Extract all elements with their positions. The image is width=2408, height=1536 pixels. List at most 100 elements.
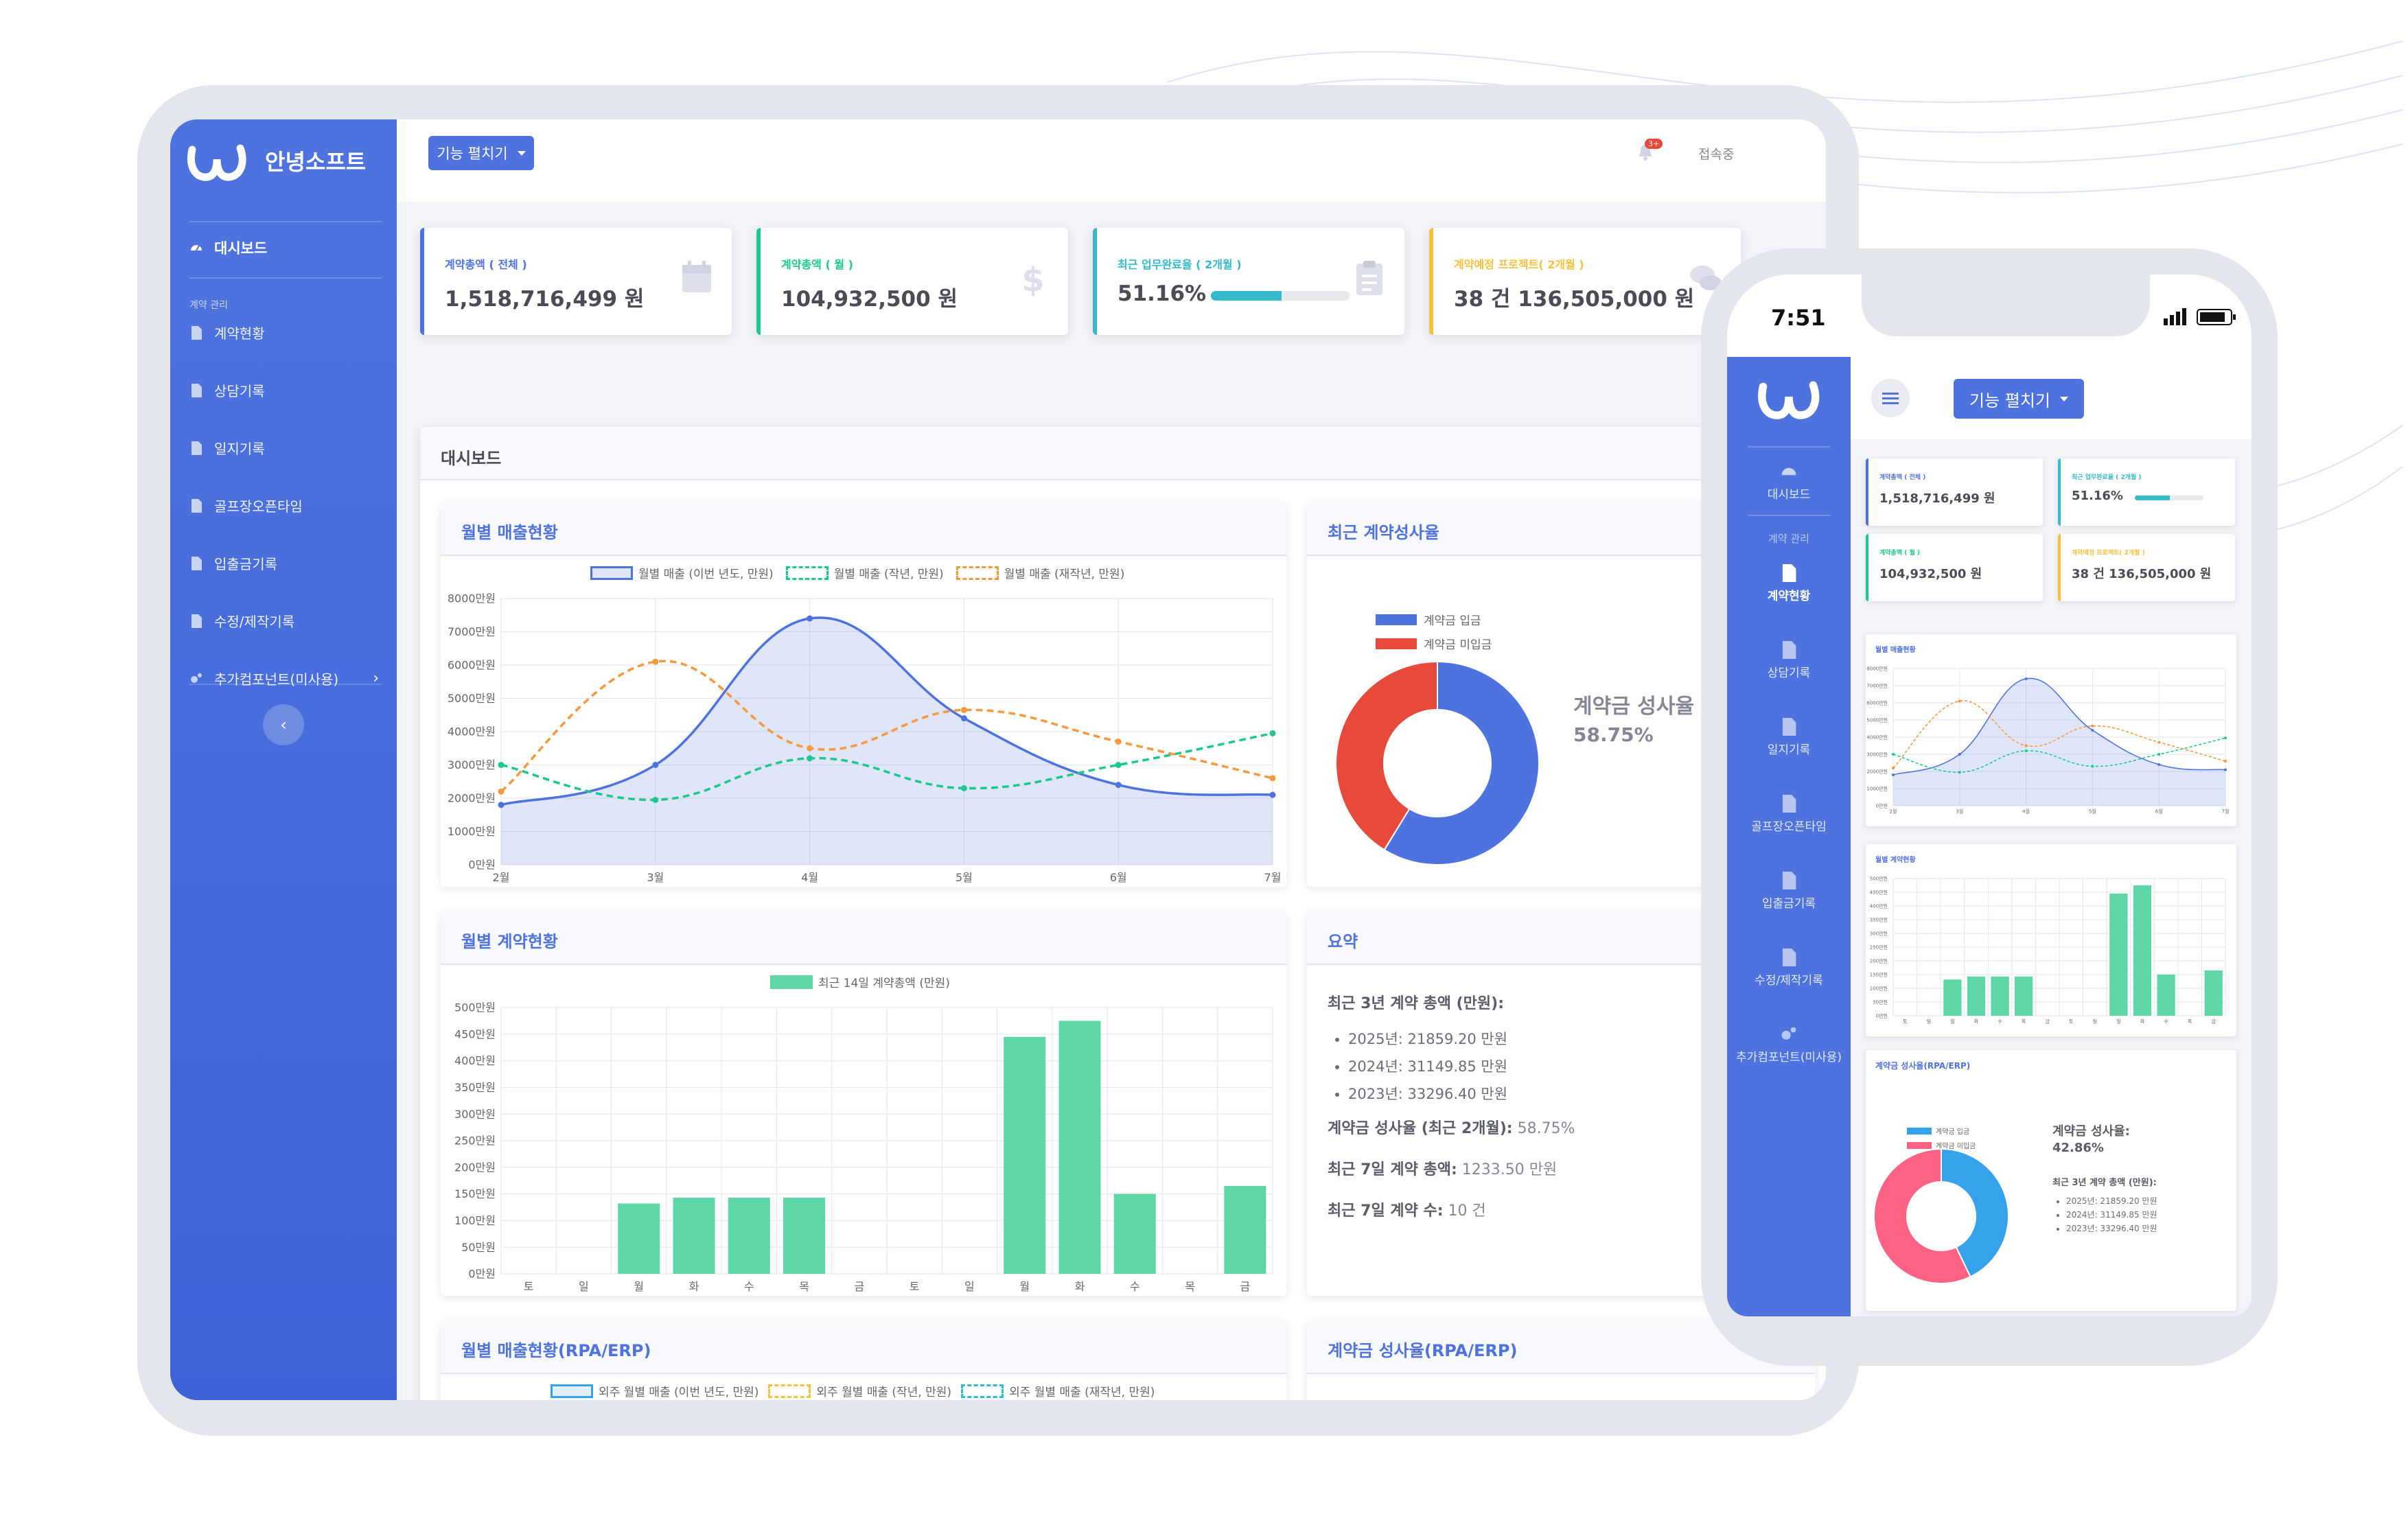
x-tick-label: 3월 bbox=[1956, 808, 1963, 815]
legend-item: 계약금 입금 bbox=[1376, 611, 1492, 628]
donut-legend: 계약금 입금 계약금 미입금 bbox=[1907, 1126, 1976, 1150]
sidebar-collapse-button[interactable]: ‹ bbox=[263, 704, 304, 745]
y-tick-label: 5000만원 bbox=[1866, 717, 1888, 723]
main-content: 계약총액 ( 전체 ) 1,518,716,499 원 계약총액 ( 월 ) 104,… bbox=[397, 202, 1826, 1400]
kpi-label: 계약총액 ( 월 ) bbox=[781, 258, 853, 271]
x-tick-label: 수 bbox=[744, 1280, 754, 1293]
x-tick-label: 목 bbox=[2188, 1019, 2192, 1025]
bars-icon bbox=[1882, 393, 1899, 404]
sidebar-item[interactable]: 수정/제작기록 bbox=[1727, 947, 1851, 988]
x-tick-label: 토 bbox=[2069, 1019, 2074, 1025]
kpi-value: 1,518,716,499 원 bbox=[1879, 491, 1995, 506]
sidebar-item-label: 대시보드 bbox=[1767, 488, 1811, 502]
series-line bbox=[500, 732, 1273, 802]
summary-year-list: 2025년: 21859.20 만원2024년: 31149.85 만원2023… bbox=[2066, 1194, 2157, 1235]
kpi-value: 38 건 136,505,000 원 bbox=[2072, 567, 2212, 581]
x-tick-label: 목 bbox=[799, 1280, 809, 1293]
tablet-screen: 안녕소프트 대시보드 계약 관리 계약현황 상담기록 일지기록 골프장오픈타임 입출금기… bbox=[170, 119, 1826, 1400]
y-tick-label: 0만원 bbox=[1876, 802, 1888, 808]
sidebar-item[interactable]: 입출금기록 bbox=[189, 553, 389, 573]
phone-notch bbox=[1862, 275, 2150, 336]
phone-main-content: 기능 펼치기 계약총액 ( 전체 ) 1,518,716,499 원 최근 업무완료… bbox=[1851, 357, 2251, 1316]
sidebar-item-label: 추가컴포넌트(미사용) bbox=[214, 671, 339, 688]
data-point bbox=[498, 762, 505, 768]
bar bbox=[2109, 894, 2128, 1016]
brand-logo[interactable]: 안녕소프트 bbox=[184, 126, 390, 195]
brand-mark-icon[interactable] bbox=[1755, 371, 1823, 426]
bar bbox=[2133, 885, 2152, 1016]
x-tick-label: 4월 bbox=[801, 871, 818, 884]
features-dropdown-button[interactable]: 기능 펼치기 bbox=[428, 136, 534, 170]
data-point bbox=[498, 788, 505, 795]
bar bbox=[1113, 1194, 1156, 1274]
status-time: 7:51 bbox=[1771, 305, 1826, 331]
sidebar-item-label: 상담기록 bbox=[214, 383, 265, 399]
x-tick-label: 5월 bbox=[2089, 808, 2096, 815]
x-tick-label: 금 bbox=[2211, 1019, 2216, 1025]
sidebar-item[interactable]: 추가컴포넌트(미사용) bbox=[1727, 1024, 1851, 1065]
bar bbox=[1967, 976, 1986, 1016]
summary-year-item: 2024년: 31149.85 만원 bbox=[1348, 1056, 1507, 1076]
sidebar-item[interactable]: 상담기록 bbox=[1727, 640, 1851, 681]
sidebar-item[interactable]: 입출금기록 bbox=[1727, 870, 1851, 911]
legend-label: 계약금 미입금 bbox=[1424, 638, 1492, 652]
sidebar-item[interactable]: 계약현황 bbox=[189, 323, 389, 342]
y-tick-label: 0만원 bbox=[468, 859, 496, 872]
sidebar-heading: 계약 관리 bbox=[1768, 533, 1809, 545]
bar bbox=[618, 1203, 660, 1274]
x-tick-label: 토 bbox=[524, 1280, 534, 1293]
y-tick-label: 250만원 bbox=[1870, 944, 1888, 950]
data-point bbox=[652, 796, 659, 803]
sidebar-item[interactable]: 상담기록 bbox=[189, 380, 389, 400]
sidebar-item[interactable]: 골프장오픈타임 bbox=[189, 496, 389, 515]
data-point bbox=[2024, 744, 2028, 747]
series-area bbox=[501, 617, 1273, 865]
sidebar-divider bbox=[189, 221, 382, 222]
x-tick-label: 수 bbox=[1130, 1280, 1140, 1293]
chart-legend: 최근 14일 계약총액 (만원) bbox=[770, 973, 950, 990]
plot-area: 0만원 50만원 100만원 150만원 200만원 250만원 300만원 350만원 400… bbox=[454, 1001, 1273, 1293]
sidebar-item[interactable]: 일지기록 bbox=[189, 438, 389, 458]
x-tick-label: 목 bbox=[1185, 1280, 1195, 1293]
summary-heading: 최근 3년 계약 총액 (만원): bbox=[2052, 1178, 2157, 1188]
features-dropdown-button[interactable]: 기능 펼치기 bbox=[1954, 379, 2084, 419]
kpi-card: 계약총액 ( 전체 ) 1,518,716,499 원 bbox=[1866, 458, 2043, 526]
sidebar-item-label: 계약현황 bbox=[1767, 590, 1811, 603]
y-tick-label: 150만원 bbox=[454, 1187, 496, 1200]
phone-monthly-contracts-bar-chart: 0만원 50만원 100만원 150만원 200만원 250만원 300만원 350만원 400… bbox=[1870, 875, 2226, 1025]
summary-week-count-label: 최근 7일 계약 수: bbox=[1328, 1202, 1444, 1220]
signal-icon bbox=[2164, 308, 2186, 325]
sidebar-item[interactable]: 수정/제작기록 bbox=[189, 611, 389, 631]
sidebar-toggle-button[interactable] bbox=[1871, 379, 1910, 417]
notification-bell-button[interactable]: 3+ bbox=[1636, 139, 1663, 163]
summary-week-count-value: 10 건 bbox=[1448, 1202, 1486, 1220]
bar bbox=[783, 1198, 826, 1274]
card-header: 월별 계약현황 bbox=[441, 911, 1286, 965]
card-title: 월별 계약현황 bbox=[461, 932, 558, 951]
y-tick-label: 3000만원 bbox=[1866, 751, 1888, 757]
user-status-text[interactable]: 접속중 bbox=[1698, 147, 1735, 162]
y-tick-label: 0만원 bbox=[1876, 1012, 1888, 1019]
sidebar-item[interactable]: 계약현황 bbox=[1727, 563, 1851, 604]
sidebar-item-label: 입출금기록 bbox=[1761, 897, 1816, 911]
sidebar-item[interactable]: 추가컴포넌트(미사용) › bbox=[189, 668, 389, 688]
y-tick-label: 400만원 bbox=[1870, 903, 1888, 909]
sidebar-item[interactable]: 일지기록 bbox=[1727, 717, 1851, 758]
y-tick-label: 7000만원 bbox=[448, 625, 496, 638]
sidebar-item-label: 골프장오픈타임 bbox=[214, 498, 303, 515]
progress-fill bbox=[2135, 496, 2170, 500]
tachometer-icon bbox=[191, 245, 202, 251]
data-point bbox=[960, 784, 967, 791]
sidebar-item[interactable]: 골프장오픈타임 bbox=[1727, 793, 1851, 835]
legend-label: 계약금 입금 bbox=[1936, 1128, 1970, 1136]
kpi-card: 계약총액 ( 월 ) 104,932,500 원 $ bbox=[756, 228, 1068, 335]
card-header: 월별 매출현황(RPA/ERP) bbox=[441, 1320, 1286, 1374]
sidebar-item-dashboard[interactable]: 대시보드 bbox=[189, 237, 389, 258]
legend-label: 외주 월별 매출 (작년, 만원) bbox=[816, 1386, 952, 1399]
card-title: 최근 계약성사율 bbox=[1328, 523, 1439, 542]
summary-year-item: 2025년: 21859.20 만원 bbox=[1348, 1028, 1507, 1049]
sidebar-item-dashboard[interactable]: 대시보드 bbox=[1727, 461, 1851, 502]
bar bbox=[1004, 1036, 1046, 1274]
